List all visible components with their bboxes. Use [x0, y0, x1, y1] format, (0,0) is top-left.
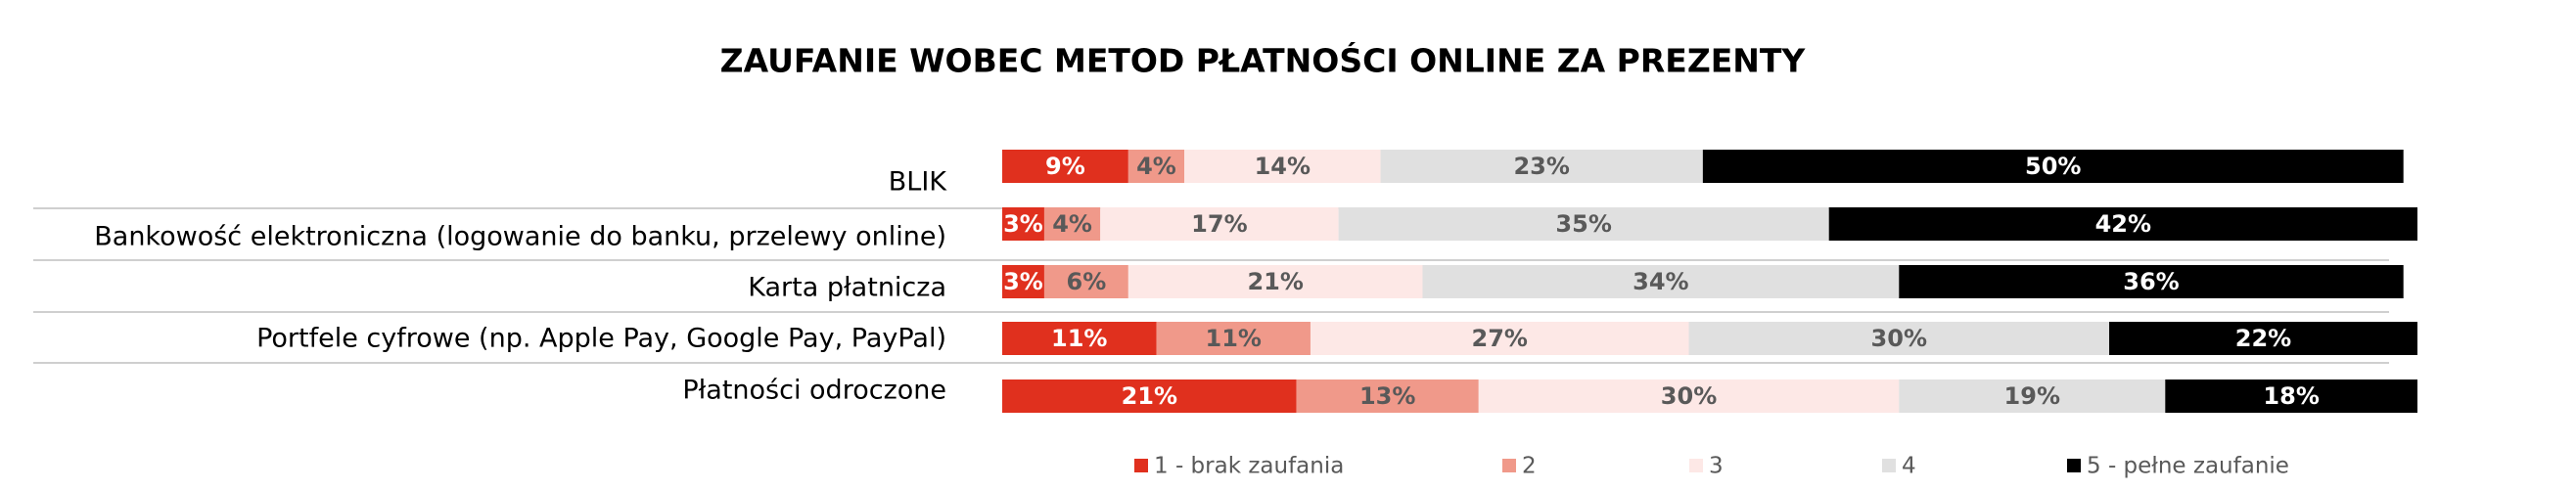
bar-segment — [1002, 150, 1128, 183]
category-label: BLIK — [889, 167, 948, 198]
category-label: Bankowość elektroniczna (logowanie do ba… — [94, 222, 946, 252]
legend-swatch — [1134, 459, 1148, 472]
value-label: 42% — [2095, 210, 2151, 238]
value-label: 4% — [1052, 210, 1092, 238]
legend-swatch — [2067, 459, 2081, 472]
legend-swatch — [1502, 459, 1516, 472]
value-label: 11% — [1206, 325, 1262, 352]
bar-segment — [1422, 265, 1900, 298]
value-label: 6% — [1067, 268, 1107, 295]
value-label: 21% — [1122, 382, 1177, 410]
bar-segment — [1702, 150, 2404, 183]
bar-segment — [1002, 379, 1297, 413]
value-label: 19% — [2004, 382, 2060, 410]
bar-segment — [1100, 207, 1339, 241]
value-label: 11% — [1051, 325, 1107, 352]
value-label: 30% — [1871, 325, 1927, 352]
bar-segment — [1184, 150, 1381, 183]
bar-segment — [1002, 265, 1044, 298]
value-label: 18% — [2263, 382, 2319, 410]
value-label: 23% — [1513, 153, 1569, 180]
legend-label: 3 — [1709, 454, 1724, 479]
value-label: 50% — [2025, 153, 2081, 180]
bar-segment — [1899, 379, 2166, 413]
bar-segment — [1380, 150, 1703, 183]
bar-segment — [1156, 322, 1311, 355]
value-label: 27% — [1472, 325, 1528, 352]
value-label: 14% — [1255, 153, 1311, 180]
legend-label: 2 — [1522, 454, 1537, 479]
bar-segment — [2109, 322, 2417, 355]
bar-segment — [1310, 322, 1689, 355]
bar-segment — [1828, 207, 2417, 241]
bar-segment — [1043, 265, 1128, 298]
bar-segment — [1338, 207, 1829, 241]
value-label: 34% — [1633, 268, 1688, 295]
bar-segment — [1002, 207, 1044, 241]
bar-segment — [1002, 322, 1157, 355]
category-label: Portfele cyfrowe (np. Apple Pay, Google … — [256, 324, 946, 354]
value-label: 22% — [2235, 325, 2291, 352]
legend-label: 1 - brak zaufania — [1154, 454, 1344, 479]
bar-segment — [1688, 322, 2110, 355]
bar-segment — [1296, 379, 1479, 413]
value-label: 21% — [1247, 268, 1303, 295]
bar-segment — [2165, 379, 2417, 413]
legend-label: 4 — [1902, 454, 1916, 479]
bar-segment — [1043, 207, 1101, 241]
value-label: 35% — [1555, 210, 1611, 238]
value-label: 17% — [1191, 210, 1247, 238]
bar-segment — [1127, 150, 1185, 183]
value-label: 3% — [1003, 268, 1043, 295]
value-label: 9% — [1045, 153, 1085, 180]
value-label: 30% — [1661, 382, 1717, 410]
legend-swatch — [1882, 459, 1896, 472]
value-label: 4% — [1136, 153, 1176, 180]
value-label: 13% — [1359, 382, 1415, 410]
category-label: Płatności odroczone — [682, 376, 946, 406]
bar-segment — [1899, 265, 2404, 298]
value-label: 36% — [2123, 268, 2179, 295]
value-label: 3% — [1003, 210, 1043, 238]
bar-segment — [1127, 265, 1423, 298]
legend-swatch — [1689, 459, 1703, 472]
category-label: Karta płatnicza — [748, 273, 946, 303]
legend-label: 5 - pełne zaufanie — [2087, 454, 2289, 479]
chart-title: ZAUFANIE WOBEC METOD PŁATNOŚCI ONLINE ZA… — [720, 41, 1807, 80]
bar-segment — [1478, 379, 1900, 413]
